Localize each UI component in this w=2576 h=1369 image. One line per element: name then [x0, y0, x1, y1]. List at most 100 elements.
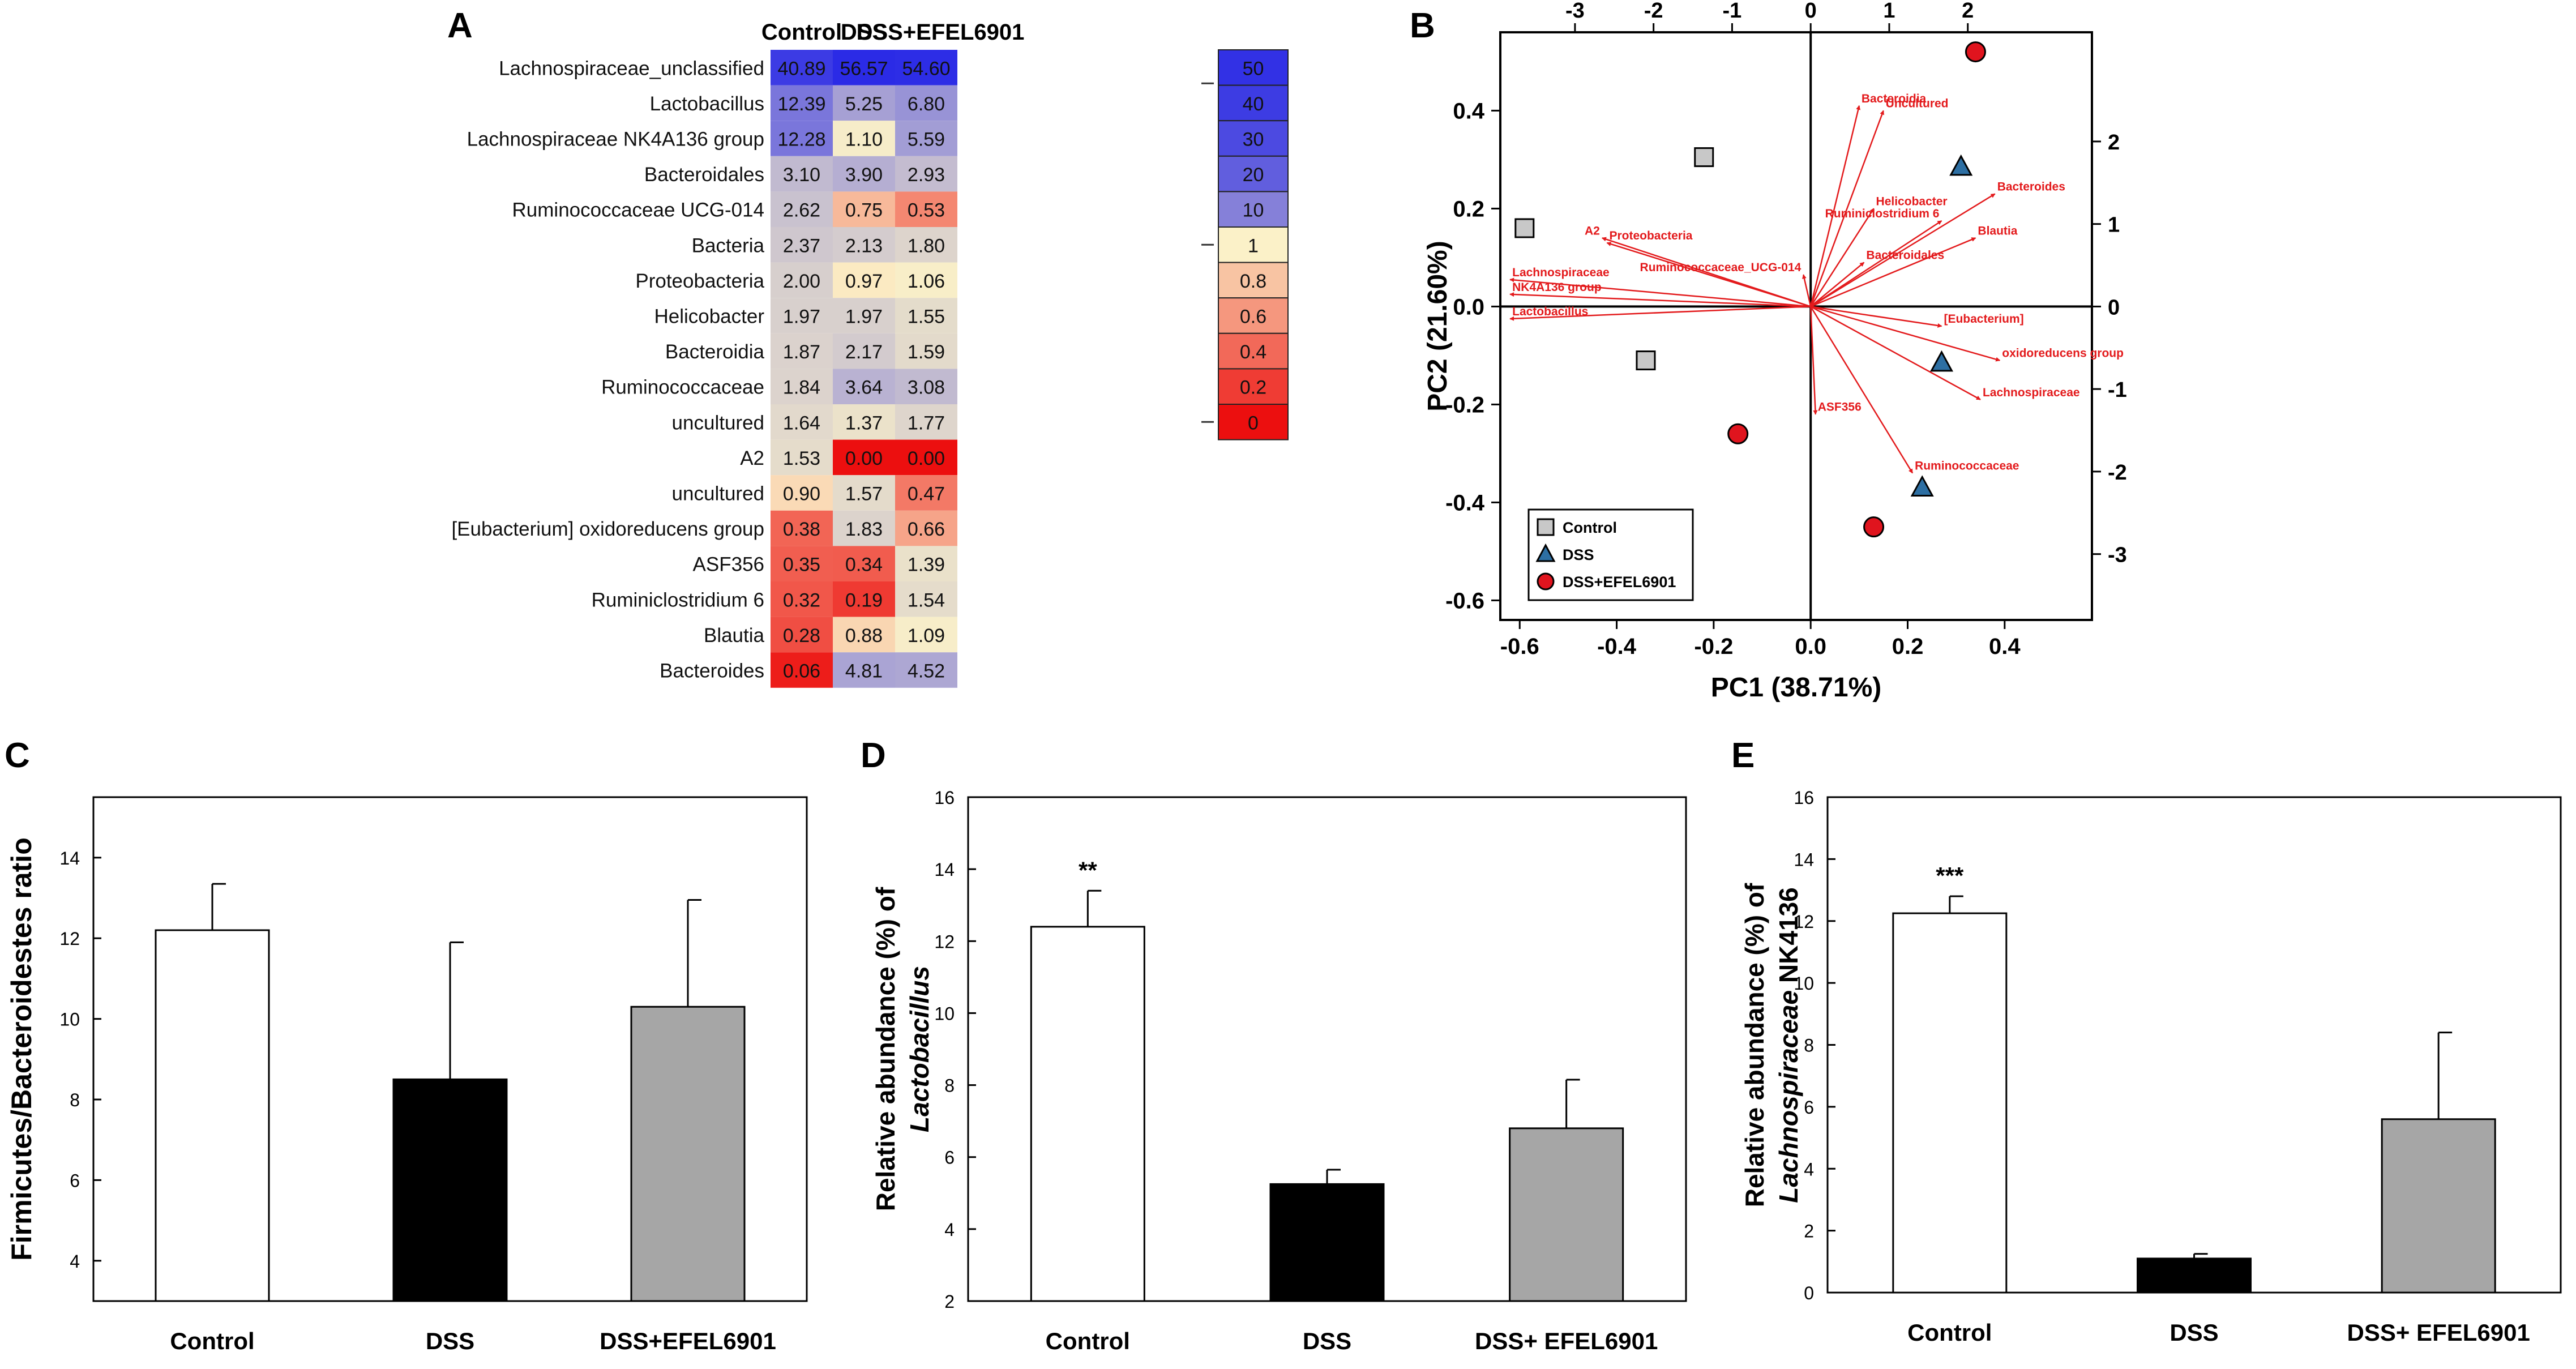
x-axis-label: PC1 (38.71%): [1711, 673, 1881, 703]
heatmap-cell: [833, 333, 895, 369]
heatmap-row-label: Bacteroidales: [644, 164, 764, 186]
y-tick-label: -0.2: [1445, 392, 1484, 417]
vector-label: Ruminococcaceae_UCG-014: [1640, 261, 1802, 274]
heatmap-cell: [895, 156, 957, 192]
heatmap-cell-value: 0.53: [908, 200, 945, 221]
legend-label: DSS+EFEL6901: [1563, 574, 1676, 591]
heatmap-cell-value: 5.59: [908, 129, 945, 151]
bar-chart-ratio-panel: 4 6 8 10 12 14 Control DSS DSS+EFEL6901 Firmicute…: [6, 796, 808, 1354]
panel-letter-c: C: [5, 736, 30, 775]
bar: [1892, 912, 2008, 1294]
vector-label: NK4A136 group: [1512, 281, 1602, 294]
y-axis-label-line1: Relative abundance (%) of: [1740, 883, 1769, 1207]
bar-chart-lactobacillus-panel: 2 4 6 8 10 12 14 16 ** Control DSS DSS+ EFEL6901 Rel…: [871, 788, 1687, 1354]
y-tick-label: 10: [59, 1009, 80, 1030]
heatmap-cell: [895, 546, 957, 581]
heatmap-cell-value: 1.54: [908, 589, 945, 611]
heatmap-row-label: Ruminococcaceae UCG-014: [512, 199, 764, 221]
heatmap-row-label: ASF356: [693, 554, 764, 576]
heatmap-cell: [895, 262, 957, 298]
loading-vector: [1810, 220, 1942, 307]
heatmap-cell: [771, 156, 833, 192]
y-tick-label: -0.4: [1445, 490, 1485, 515]
color-scale-box: [1218, 120, 1289, 157]
control-point: [1636, 350, 1656, 371]
loading-vector: [1810, 208, 1875, 307]
heatmap-cell-value: 1.84: [783, 377, 820, 399]
color-scale-box: [1218, 155, 1289, 192]
loading-vector: [1509, 277, 1811, 307]
color-scale-label: 0.8: [1240, 271, 1266, 292]
heatmap-cell-value: 1.55: [908, 306, 945, 328]
heatmap-cell-value: 1.37: [845, 412, 883, 434]
heatmap-cell: [833, 546, 895, 581]
loading-vector: [1810, 306, 1914, 474]
heatmap-cell: [771, 652, 833, 688]
heatmap-cell-value: 6.80: [908, 93, 945, 115]
dss-point: [1949, 154, 1973, 176]
heatmap-cell: [895, 191, 957, 227]
legend-box: [1527, 508, 1694, 601]
heatmap-cell-value: 1.59: [908, 341, 945, 363]
heatmap-cell-value: 0.32: [783, 589, 820, 611]
heatmap-cell-value: 12.28: [777, 129, 825, 151]
y-tick-label: 6: [1804, 1097, 1814, 1118]
efel-point: [1727, 423, 1749, 444]
bar: [2381, 1118, 2496, 1294]
loading-vector: [1811, 306, 1942, 328]
heatmap-cell-value: 54.60: [902, 58, 950, 79]
loading-vector: [1809, 105, 1861, 307]
vector-label: Helicobacter: [1876, 195, 1948, 208]
legend-label: DSS: [1563, 546, 1594, 563]
heatmap-cell-value: 1.53: [783, 448, 820, 469]
efel-point: [1863, 516, 1885, 538]
y-axis-label: PC2 (21.60%): [1423, 241, 1453, 411]
heatmap-cell: [771, 227, 833, 263]
y-tick-label: 14: [934, 859, 955, 880]
y-tick-label: 16: [1794, 788, 1814, 808]
y-tick-label: 14: [59, 848, 80, 869]
heatmap-cell-value: 0.28: [783, 625, 820, 647]
heatmap-cell: [895, 121, 957, 156]
bar: [2137, 1257, 2252, 1294]
heatmap-row-label: Ruminococcaceae: [601, 377, 764, 399]
loading-vector: [1802, 274, 1812, 307]
loading-vector: [1509, 306, 1811, 321]
right-tick-label: 2: [2108, 131, 2120, 155]
heatmap-cell-value: 1.57: [845, 484, 883, 505]
significance-label: ***: [1936, 862, 1964, 889]
heatmap-cell-value: 0.97: [845, 271, 883, 292]
color-scale-label: 30: [1243, 129, 1264, 151]
x-tick-label: 0.0: [1795, 634, 1826, 659]
heatmap-cell-value: 1.06: [908, 271, 945, 292]
heatmap-cell: [895, 333, 957, 369]
panel-letter-b: B: [1410, 6, 1435, 45]
heatmap-cell: [833, 617, 895, 653]
heatmap-cell-value: 1.64: [783, 412, 820, 434]
heatmap-cell: [895, 510, 957, 546]
vector-label: [Eubacterium]: [1944, 313, 2023, 326]
color-scale-label: 0.6: [1240, 306, 1266, 328]
heatmap-cell: [895, 298, 957, 333]
heatmap-cell: [771, 581, 833, 617]
y-tick-label: -0.6: [1445, 588, 1484, 613]
color-scale-box: [1218, 368, 1289, 405]
heatmap-row-label: uncultured: [672, 483, 764, 505]
heatmap-row-label: Lachnospiraceae NK4A136 group: [467, 129, 764, 151]
bar: [1269, 1183, 1385, 1302]
heatmap-cell-value: 0.88: [845, 625, 883, 647]
vector-label: A2: [1585, 224, 1600, 237]
heatmap-cell-value: 40.89: [777, 58, 825, 79]
heatmap-cell-value: 2.00: [783, 271, 820, 292]
y-tick-label: 6: [70, 1170, 80, 1191]
color-scale-label: 20: [1243, 164, 1264, 186]
heatmap-cell: [833, 510, 895, 546]
heatmap-cell: [771, 617, 833, 653]
x-category-label: DSS: [426, 1328, 474, 1354]
y-axis-label-line1: Relative abundance (%) of: [871, 887, 900, 1211]
loading-vector: [1601, 237, 1811, 307]
heatmap-cell-value: 12.39: [777, 93, 825, 115]
heatmap-cell-value: 3.90: [845, 164, 883, 186]
x-tick-label: -0.4: [1597, 634, 1637, 659]
heatmap-row-label: [Eubacterium] oxidoreducens group: [451, 518, 764, 540]
